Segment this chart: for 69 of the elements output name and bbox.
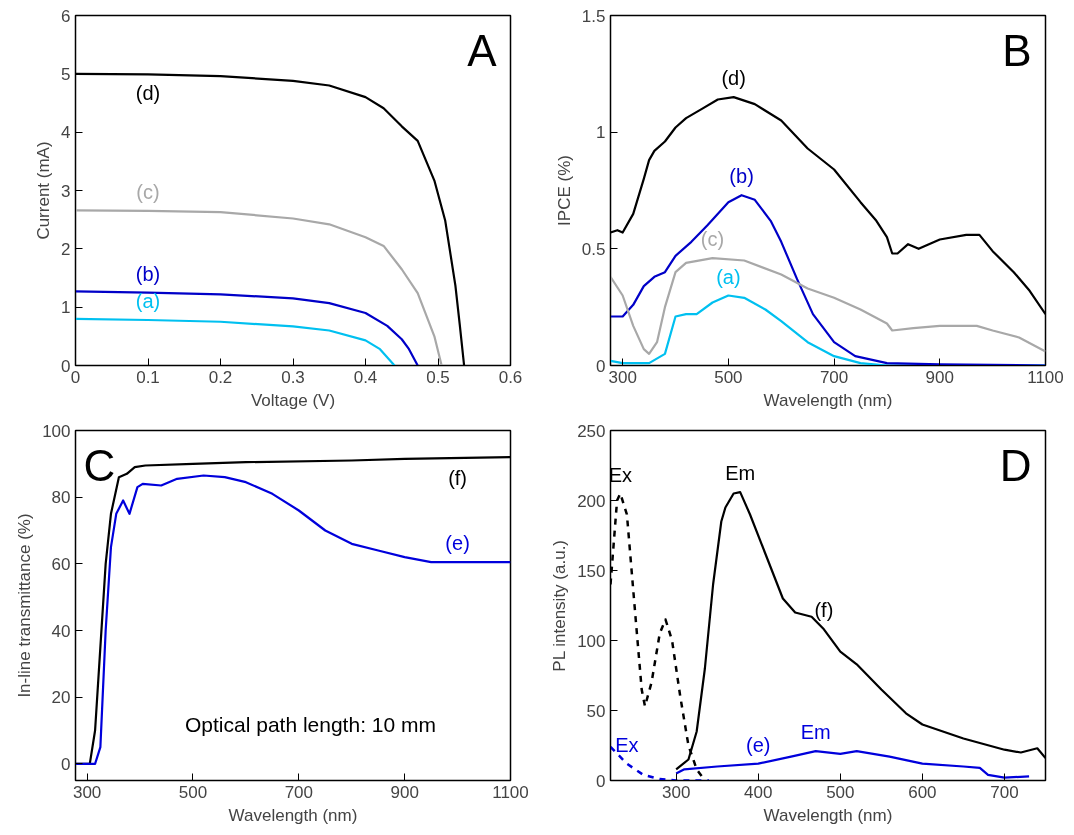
y-tick-label: 80 <box>51 488 71 508</box>
x-tick-label: 0.4 <box>353 367 378 387</box>
x-tick-label: 700 <box>284 782 314 802</box>
y-axis-title: IPCE (%) <box>554 155 574 226</box>
y-tick-label: 250 <box>577 421 606 441</box>
annotation: (d) <box>721 67 746 90</box>
chart-title: B <box>1002 25 1032 75</box>
y-tick-label: 2 <box>61 239 71 259</box>
x-tick-label: 0.5 <box>426 367 450 387</box>
y-axis-title: Current (mA) <box>34 141 54 240</box>
x-tick-label: 700 <box>819 367 849 387</box>
x-tick-label: 900 <box>925 367 954 387</box>
x-axis-title: Voltage (V) <box>250 390 336 410</box>
annotation: (b) <box>729 165 754 188</box>
x-tick-label: 500 <box>714 367 743 387</box>
x-tick-label: 500 <box>178 782 208 802</box>
annotation: (c) <box>136 180 160 203</box>
y-axis-title: In-line transmittance (%) <box>15 513 35 698</box>
annotation: (a) <box>135 290 161 312</box>
y-tick-label: 0 <box>61 754 71 774</box>
y-tick-label: 200 <box>577 491 606 511</box>
y-tick-label: 100 <box>42 421 71 441</box>
y-tick-label: 1.5 <box>581 6 606 26</box>
chart-title: C <box>83 440 116 490</box>
x-tick-label: 0.3 <box>281 367 305 387</box>
y-axis-title: PL intensity (a.u.) <box>550 539 570 672</box>
y-tick-label: 3 <box>61 181 71 201</box>
annotation: Optical path length: 10 mm <box>185 712 436 736</box>
x-tick-label: 300 <box>72 782 102 802</box>
annotation: (d) <box>135 82 161 105</box>
annotation: Em <box>800 721 831 744</box>
x-tick-label: 600 <box>908 782 937 802</box>
y-tick-label: 5 <box>61 64 71 84</box>
annotation: Ex <box>615 733 639 756</box>
x-axis-title: Wavelength (nm) <box>763 805 893 825</box>
x-tick-label: 0.1 <box>136 367 160 387</box>
x-tick-label: 1100 <box>1027 367 1064 387</box>
y-tick-label: 1 <box>61 298 71 318</box>
x-tick-label: 1100 <box>492 782 529 802</box>
y-tick-label: 40 <box>51 621 71 641</box>
annotation: (e) <box>445 532 470 555</box>
annotation: (a) <box>716 265 741 288</box>
annotation: (f) <box>448 466 468 489</box>
annotation: (f) <box>814 599 834 622</box>
chart-title: D <box>999 440 1032 490</box>
x-tick-label: 300 <box>608 367 637 387</box>
x-tick-label: 0.2 <box>208 367 233 387</box>
x-axis-title: Wavelength (nm) <box>763 390 893 410</box>
y-tick-label: 50 <box>586 701 606 721</box>
annotation: (c) <box>700 228 725 251</box>
x-axis-title: Wavelength (nm) <box>228 805 358 825</box>
x-tick-label: 300 <box>661 782 691 802</box>
y-tick-label: 150 <box>577 561 606 581</box>
y-tick-label: 100 <box>577 631 606 651</box>
x-tick-label: 400 <box>744 782 773 802</box>
x-tick-label: 0.6 <box>498 367 523 387</box>
annotation: (e) <box>746 733 771 756</box>
chart-title: A <box>467 25 498 75</box>
y-tick-label: 1 <box>596 123 606 143</box>
y-tick-label: 0.5 <box>581 239 606 259</box>
y-tick-label: 4 <box>61 123 71 143</box>
y-tick-label: 20 <box>51 688 71 708</box>
annotation: (b) <box>135 262 161 285</box>
y-tick-label: 60 <box>51 554 71 574</box>
x-tick-label: 900 <box>390 782 419 802</box>
x-tick-label: 500 <box>826 782 855 802</box>
annotation: Em <box>725 462 756 485</box>
x-tick-label: 700 <box>990 782 1019 802</box>
y-tick-label: 6 <box>61 6 71 26</box>
